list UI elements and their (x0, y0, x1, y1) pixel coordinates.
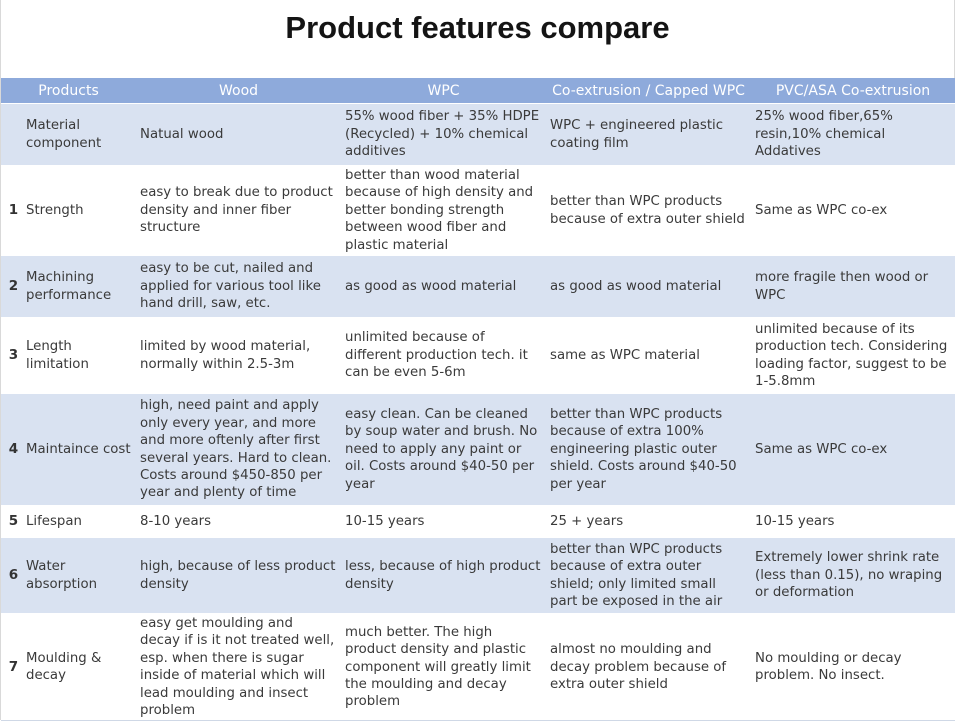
capped-cell: same as WPC material (546, 317, 752, 394)
pvc-cell: 10-15 years (751, 505, 955, 538)
wpc-cell: as good as wood material (341, 255, 547, 318)
wood-cell: easy to break due to product density and… (136, 164, 342, 256)
row-number: 5 (1, 505, 26, 538)
row-number: 1 (1, 164, 26, 256)
feature-label: Strength (26, 164, 137, 256)
capped-cell: almost no moulding and decay problem bec… (546, 613, 752, 721)
row-number: 2 (1, 255, 26, 318)
wpc-cell: 10-15 years (341, 505, 547, 538)
header-wpc: WPC (341, 78, 547, 104)
wood-cell: easy get moulding and decay if is it not… (136, 613, 342, 721)
feature-label: Material component (26, 103, 137, 166)
wpc-cell: better than wood material because of hig… (341, 164, 547, 256)
feature-label: Length limitation (26, 317, 137, 394)
capped-cell: as good as wood material (546, 255, 752, 318)
page-title: Product features compare (285, 10, 670, 45)
row-number: 6 (1, 537, 26, 614)
row-number (1, 103, 26, 166)
header-capped-wpc: Co-extrusion / Capped WPC (546, 78, 752, 104)
wood-cell: limited by wood material, normally withi… (136, 317, 342, 394)
capped-cell: better than WPC products because of extr… (546, 537, 752, 614)
feature-label: Moulding & decay (26, 613, 137, 721)
pvc-cell: 25% wood fiber,65% resin,10% chemical Ad… (751, 103, 955, 166)
feature-label: Machining performance (26, 255, 137, 318)
feature-label: Maintaince cost (26, 393, 137, 506)
pvc-cell: Same as WPC co-ex (751, 393, 955, 506)
wpc-cell: much better. The high product density an… (341, 613, 547, 721)
header-wood: Wood (136, 78, 342, 104)
wpc-cell: unlimited because of different productio… (341, 317, 547, 394)
row-number: 7 (1, 613, 26, 721)
pvc-cell: unlimited because of its production tech… (751, 317, 955, 394)
table-row: 6 Water absorption high, because of less… (1, 537, 955, 614)
pvc-cell: more fragile then wood or WPC (751, 255, 955, 318)
table-row: 7 Moulding & decay easy get moulding and… (1, 613, 955, 721)
table-row: Material component Natual wood 55% wood … (1, 103, 955, 166)
capped-cell: better than WPC products because of extr… (546, 164, 752, 256)
capped-cell: better than WPC products because of extr… (546, 393, 752, 506)
capped-cell: 25 + years (546, 505, 752, 538)
feature-label: Lifespan (26, 505, 137, 538)
table-row: 2 Machining performance easy to be cut, … (1, 255, 955, 318)
wood-cell: high, need paint and apply only every ye… (136, 393, 342, 506)
wpc-cell: easy clean. Can be cleaned by soup water… (341, 393, 547, 506)
table-row: 4 Maintaince cost high, need paint and a… (1, 393, 955, 506)
pvc-cell: No moulding or decay problem. No insect. (751, 613, 955, 721)
wood-cell: easy to be cut, nailed and applied for v… (136, 255, 342, 318)
header-pvc-asa: PVC/ASA Co-extrusion (751, 78, 955, 104)
wood-cell: 8-10 years (136, 505, 342, 538)
wpc-cell: 55% wood fiber + 35% HDPE (Recycled) + 1… (341, 103, 547, 166)
table-row: 1 Strength easy to break due to product … (1, 164, 955, 256)
wood-cell: Natual wood (136, 103, 342, 166)
header-row: Products Wood WPC Co-extrusion / Capped … (1, 78, 955, 104)
header-products: Products (1, 78, 137, 104)
wpc-cell: less, because of high product density (341, 537, 547, 614)
pvc-cell: Same as WPC co-ex (751, 164, 955, 256)
row-number: 3 (1, 317, 26, 394)
feature-label: Water absorption (26, 537, 137, 614)
pvc-cell: Extremely lower shrink rate (less than 0… (751, 537, 955, 614)
capped-cell: WPC + engineered plastic coating film (546, 103, 752, 166)
table-row: 5 Lifespan 8-10 years 10-15 years 25 + y… (1, 505, 955, 538)
comparison-table: Products Wood WPC Co-extrusion / Capped … (1, 78, 955, 721)
row-number: 4 (1, 393, 26, 506)
table-row: 3 Length limitation limited by wood mate… (1, 317, 955, 394)
wood-cell: high, because of less product density (136, 537, 342, 614)
